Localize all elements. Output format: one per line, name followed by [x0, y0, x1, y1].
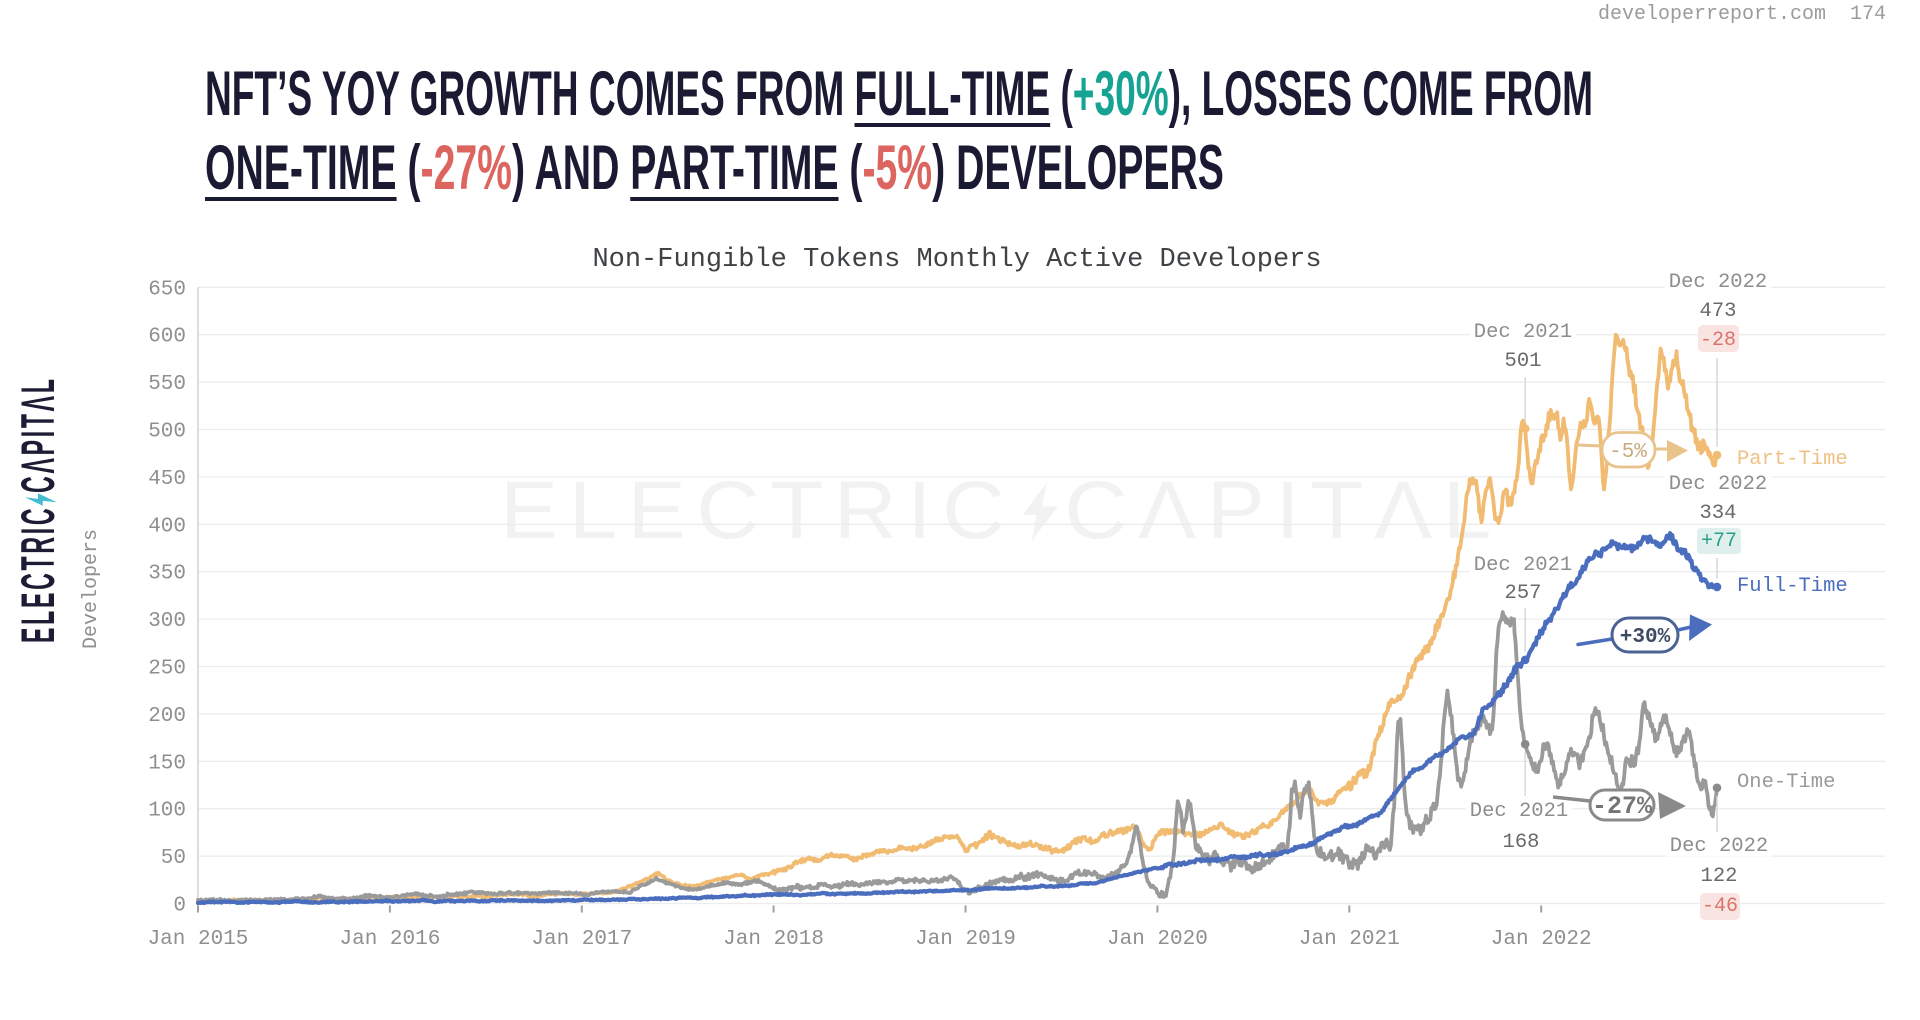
svg-text:Jan 2020: Jan 2020 [1107, 928, 1208, 951]
svg-text:250: 250 [148, 658, 186, 681]
svg-text:257: 257 [1505, 582, 1542, 605]
svg-text:334: 334 [1700, 502, 1737, 525]
svg-text:Jan 2022: Jan 2022 [1491, 928, 1592, 951]
svg-text:Jan 2017: Jan 2017 [531, 928, 632, 951]
svg-text:-27%: -27% [1592, 792, 1653, 821]
svg-text:168: 168 [1503, 831, 1540, 854]
svg-text:650: 650 [148, 278, 186, 301]
svg-text:Dec 2022: Dec 2022 [1669, 473, 1767, 496]
svg-text:200: 200 [148, 705, 186, 728]
svg-text:0: 0 [173, 895, 186, 918]
svg-text:122: 122 [1701, 865, 1738, 888]
svg-text:Part-Time: Part-Time [1737, 448, 1848, 471]
svg-text:Dec 2021: Dec 2021 [1474, 554, 1572, 577]
svg-text:Jan 2021: Jan 2021 [1299, 928, 1400, 951]
svg-text:500: 500 [148, 421, 186, 444]
svg-text:450: 450 [148, 468, 186, 491]
svg-text:Jan 2015: Jan 2015 [148, 928, 249, 951]
svg-text:350: 350 [148, 563, 186, 586]
svg-text:Non-Fungible Tokens Monthly Ac: Non-Fungible Tokens Monthly Active Devel… [592, 245, 1321, 275]
svg-text:+30%: +30% [1620, 626, 1671, 649]
svg-text:Dec 2022: Dec 2022 [1669, 271, 1767, 294]
svg-text:One-Time: One-Time [1737, 771, 1835, 794]
svg-text:400: 400 [148, 515, 186, 538]
svg-text:Dec 2021: Dec 2021 [1470, 800, 1568, 823]
svg-text:Jan 2018: Jan 2018 [723, 928, 824, 951]
svg-text:150: 150 [148, 752, 186, 775]
svg-text:Dec 2022: Dec 2022 [1670, 835, 1768, 858]
svg-text:-46: -46 [1702, 895, 1738, 918]
svg-text:473: 473 [1700, 300, 1737, 323]
svg-text:Dec 2021: Dec 2021 [1474, 321, 1572, 344]
svg-text:Jan 2016: Jan 2016 [339, 928, 440, 951]
svg-text:+77: +77 [1701, 530, 1737, 553]
svg-text:-5%: -5% [1609, 441, 1647, 464]
svg-text:300: 300 [148, 610, 186, 633]
svg-text:550: 550 [148, 373, 186, 396]
svg-text:501: 501 [1505, 350, 1542, 373]
svg-text:50: 50 [161, 847, 186, 870]
svg-text:100: 100 [148, 800, 186, 823]
svg-text:Jan 2019: Jan 2019 [915, 928, 1016, 951]
svg-text:-28: -28 [1700, 329, 1736, 352]
svg-text:600: 600 [148, 326, 186, 349]
svg-text:Full-Time: Full-Time [1737, 575, 1848, 598]
